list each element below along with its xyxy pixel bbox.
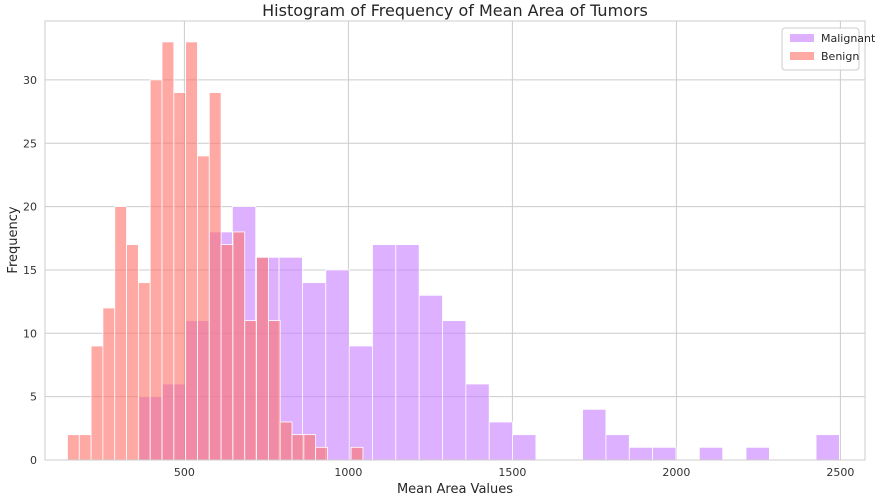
bar-malignant	[395, 244, 420, 461]
bar-benign	[161, 41, 175, 461]
bar-malignant	[372, 244, 397, 461]
plot-border	[44, 20, 866, 461]
bar-benign	[315, 446, 328, 461]
legend-label-malignant: Malignant	[821, 32, 876, 45]
bar-benign	[256, 256, 269, 461]
bar-benign	[67, 434, 80, 461]
bar-benign	[197, 155, 210, 461]
tick-labels: 500 1000 1500 2000 2500 0 5 10 15 20 25 30	[23, 74, 854, 479]
y-tick-label: 25	[23, 137, 37, 150]
y-tick-label: 30	[23, 74, 37, 87]
bar-malignant	[652, 446, 677, 461]
legend-label-benign: Benign	[821, 50, 859, 63]
bar-malignant	[745, 446, 770, 461]
y-tick-label: 20	[23, 201, 37, 214]
y-tick-label: 5	[30, 391, 37, 404]
x-tick-label: 1000	[334, 466, 362, 479]
bar-benign	[350, 446, 364, 461]
bar-malignant	[815, 434, 840, 461]
bar-benign	[126, 244, 139, 461]
bar-malignant	[348, 345, 373, 461]
bar-benign	[137, 282, 151, 461]
bar-malignant	[605, 434, 630, 461]
bar-benign	[291, 434, 305, 461]
bar-benign	[114, 206, 127, 461]
x-tick-label: 500	[174, 466, 195, 479]
y-tick-label: 10	[23, 327, 37, 340]
bar-benign	[90, 345, 104, 461]
chart-title: Histogram of Frequency of Mean Area of T…	[262, 1, 648, 20]
bar-benign	[267, 320, 281, 461]
y-tick-label: 0	[30, 454, 37, 467]
bar-benign	[78, 434, 92, 461]
x-axis-label: Mean Area Values	[397, 482, 513, 497]
y-tick-label: 15	[23, 264, 37, 277]
bar-malignant	[488, 421, 513, 461]
bar-malignant	[512, 434, 537, 461]
legend-swatch-malignant	[790, 34, 814, 42]
bar-benign	[208, 92, 222, 461]
x-tick-label: 1500	[498, 466, 526, 479]
x-tick-label: 2000	[662, 466, 690, 479]
bar-malignant	[628, 446, 654, 461]
bar-malignant	[698, 446, 724, 461]
histogram-bars	[67, 41, 840, 461]
bar-malignant	[325, 269, 350, 461]
legend: Malignant Benign	[781, 27, 876, 71]
bar-malignant	[582, 408, 607, 461]
x-tick-label: 2500	[826, 466, 854, 479]
bar-malignant	[465, 383, 490, 461]
bar-benign	[102, 307, 116, 461]
bar-malignant	[442, 320, 467, 461]
bar-malignant	[302, 282, 327, 461]
bar-benign	[185, 41, 198, 461]
bar-benign	[244, 320, 257, 461]
plot-frame	[44, 20, 866, 461]
y-axis-label: Frequency	[6, 206, 21, 273]
bar-benign	[279, 421, 293, 461]
bar-benign	[232, 231, 246, 461]
bar-benign	[173, 92, 187, 461]
bar-benign	[149, 79, 163, 461]
bar-benign	[220, 244, 234, 461]
bar-malignant	[418, 294, 443, 461]
bar-benign	[303, 434, 317, 461]
legend-swatch-benign	[790, 52, 814, 60]
